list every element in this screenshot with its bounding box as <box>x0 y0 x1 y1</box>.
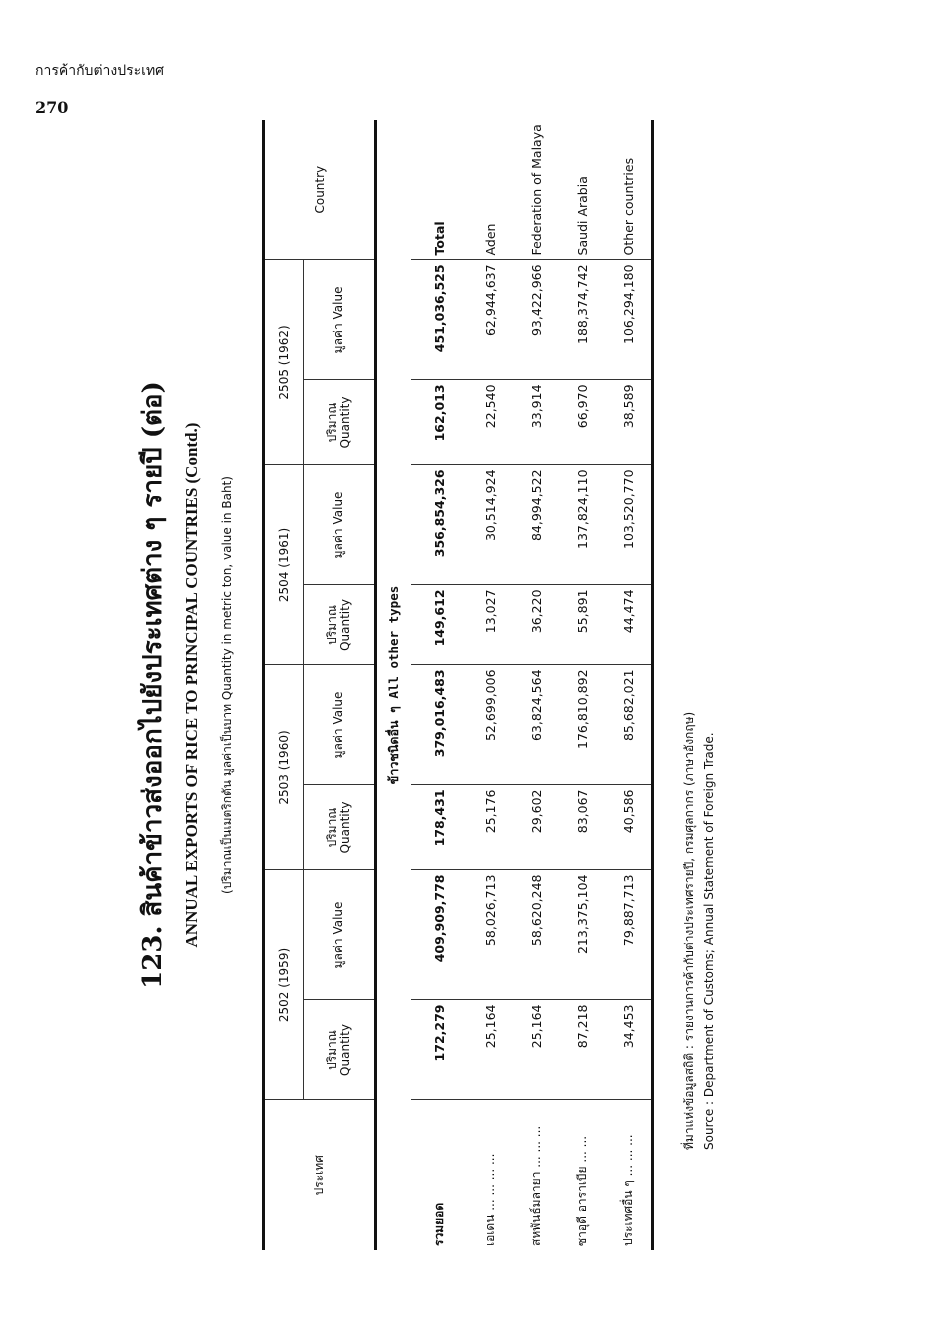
value-cell: 106,294,180 <box>605 259 653 380</box>
value-cell: 85,682,021 <box>605 664 653 785</box>
value-cell: 30,514,924 <box>467 464 513 585</box>
value-cell: 356,854,326 <box>411 464 467 585</box>
value-cell: 137,824,110 <box>559 464 605 585</box>
header-quantity: ปริมาณ Quantity <box>303 784 376 870</box>
value-cell: 58,620,248 <box>513 869 559 1000</box>
value-cell: 451,036,525 <box>411 259 467 380</box>
value-cell: 176,810,892 <box>559 664 605 785</box>
header-quantity: ปริมาณ Quantity <box>303 1000 376 1100</box>
table-row: ประเทศอื่น ๆ ... ... ... 34,453 79,887,713… <box>605 119 653 1250</box>
table-row: เอเดน ... ... ... ... 25,164 58,026,713 25,… <box>467 119 513 1250</box>
country-english: Total <box>411 119 467 260</box>
country-english: Saudi Arabia <box>559 119 605 260</box>
quantity-cell: 36,220 <box>513 584 559 665</box>
value-cell: 84,994,522 <box>513 464 559 585</box>
quantity-cell: 25,164 <box>467 1000 513 1100</box>
header-country: Country <box>263 119 376 260</box>
quantity-cell: 162,013 <box>411 379 467 465</box>
header-year: 2502 (1959) <box>263 869 304 1100</box>
quantity-cell: 22,540 <box>467 379 513 465</box>
country-english: Aden <box>467 119 513 260</box>
header-value: มูลค่า Value <box>303 259 376 380</box>
rotated-table-block: 123. สินค้าข้าวส่งออกไปยังประเทศต่าง ๆ ร… <box>90 119 730 1250</box>
header-year: 2503 (1960) <box>263 664 304 870</box>
value-cell: 62,944,637 <box>467 259 513 380</box>
header-quantity: ปริมาณ Quantity <box>303 379 376 465</box>
quantity-cell: 149,612 <box>411 584 467 665</box>
country-thai: ซาอุดี อาราเบีย ... ... <box>574 1135 589 1246</box>
header-value: มูลค่า Value <box>303 464 376 585</box>
quantity-cell: 55,891 <box>559 584 605 665</box>
value-cell: 103,520,770 <box>605 464 653 585</box>
quantity-cell: 87,218 <box>559 1000 605 1100</box>
country-thai: สหพันธ์มลายา ... ... ... <box>528 1125 543 1246</box>
title-thai: 123. สินค้าข้าวส่งออกไปยังประเทศต่าง ๆ ร… <box>138 381 168 989</box>
quantity-cell: 172,279 <box>411 1000 467 1100</box>
quantity-cell: 66,970 <box>559 379 605 465</box>
quantity-cell: 29,602 <box>513 784 559 870</box>
source-thai: ที่มาแห่งข้อมูลสถิติ : รายงานการค้ากับต่… <box>682 711 696 1150</box>
quantity-cell: 33,914 <box>513 379 559 465</box>
value-cell: 79,887,713 <box>605 869 653 1000</box>
value-cell: 93,422,966 <box>513 259 559 380</box>
quantity-cell: 38,589 <box>605 379 653 465</box>
country-thai: ประเทศอื่น ๆ ... ... ... <box>620 1134 635 1246</box>
header-value: มูลค่า Value <box>303 869 376 1000</box>
country-thai: เอเดน ... ... ... ... <box>482 1153 497 1246</box>
value-cell: 63,824,564 <box>513 664 559 785</box>
header-year: 2504 (1961) <box>263 464 304 665</box>
running-header: การค้ากับต่างประเทศ <box>35 63 165 79</box>
table-row: สหพันธ์มลายา ... ... ... 25,164 58,620,248… <box>513 119 559 1250</box>
rice-exports-table: ประเทศ 2502 (1959) 2503 (1960) 2504 (196… <box>262 119 654 1250</box>
quantity-cell: 25,164 <box>513 1000 559 1100</box>
quantity-cell: 44,474 <box>605 584 653 665</box>
header-year: 2505 (1962) <box>263 259 304 465</box>
value-cell: 409,909,778 <box>411 869 467 1000</box>
country-thai: รวมยอด <box>431 1202 446 1246</box>
value-cell: 379,016,483 <box>411 664 467 785</box>
source-english: Source : Department of Customs; Annual S… <box>702 732 716 1150</box>
quantity-cell: 13,027 <box>467 584 513 665</box>
header-country-thai: ประเทศ <box>312 1155 326 1196</box>
units-note: (ปริมาณเป็นเมตริกตัน มูลค่าเป็นบาท Quant… <box>220 476 234 894</box>
value-cell: 58,026,713 <box>467 869 513 1000</box>
quantity-cell: 178,431 <box>411 784 467 870</box>
quantity-cell: 25,176 <box>467 784 513 870</box>
title-english: ANNUAL EXPORTS OF RICE TO PRINCIPAL COUN… <box>182 422 201 948</box>
quantity-cell: 83,067 <box>559 784 605 870</box>
country-english: Other countries <box>605 119 653 260</box>
header-value: มูลค่า Value <box>303 664 376 785</box>
value-cell: 213,375,104 <box>559 869 605 1000</box>
section-label: ข้าวชนิดอื่น ๆ All other types <box>386 585 401 785</box>
quantity-cell: 40,586 <box>605 784 653 870</box>
header-quantity: ปริมาณ Quantity <box>303 584 376 665</box>
table-row-total: รวมยอด 172,279 409,909,778 178,431 379,016,4… <box>411 119 467 1250</box>
value-cell: 52,699,006 <box>467 664 513 785</box>
value-cell: 188,374,742 <box>559 259 605 380</box>
table-row: ซาอุดี อาราเบีย ... ... 87,218 213,375,104… <box>559 119 605 1250</box>
quantity-cell: 34,453 <box>605 1000 653 1100</box>
country-english: Federation of Malaya <box>513 119 559 260</box>
page-number: 270 <box>35 98 69 117</box>
